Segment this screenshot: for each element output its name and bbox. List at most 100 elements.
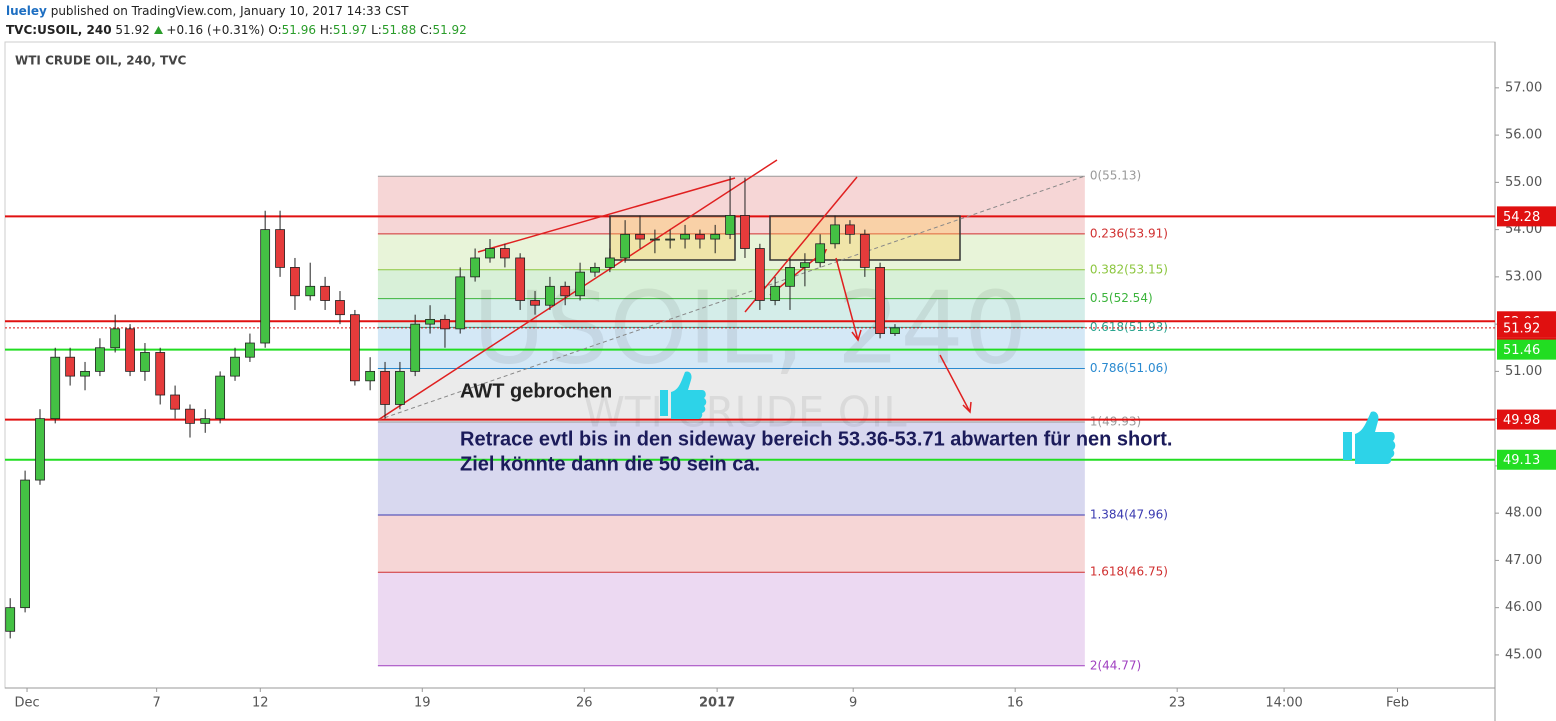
candle-body [440, 318, 450, 330]
fib-band [377, 421, 1085, 516]
price-tag [1497, 206, 1556, 227]
y-tick-label: 47.00 [1505, 553, 1542, 568]
author[interactable]: lueley [6, 4, 47, 18]
x-tick-label: 9 [849, 696, 857, 711]
candle-body [845, 224, 855, 235]
fib-label: 0(55.13) [1090, 169, 1141, 183]
fib-band [377, 269, 1085, 299]
candle-body [815, 243, 826, 264]
watermark: WTI CRUDE OIL [583, 388, 907, 437]
candle-body [875, 267, 885, 334]
up-arrow [153, 26, 163, 34]
published: published on TradingView.com, January 10… [50, 4, 409, 18]
fib-band [377, 327, 1085, 369]
candle-body [185, 408, 195, 424]
candle-body [125, 328, 135, 372]
candle-body [365, 370, 376, 382]
candle-body [380, 370, 390, 405]
symbol: TVC:USOIL, 240 [6, 23, 112, 37]
candle-body [725, 215, 735, 235]
candle-body [260, 229, 271, 344]
candle-body [425, 318, 435, 325]
y-tick-label: 48.00 [1505, 506, 1542, 521]
candle-body [215, 375, 226, 420]
candle-body [560, 285, 571, 297]
y-tick-label: 53.00 [1505, 269, 1542, 284]
fib-band [377, 368, 1085, 422]
candle-body [455, 276, 466, 330]
candle-body [35, 418, 45, 481]
header: lueley published on TradingView.com, Jan… [6, 2, 467, 40]
candle-body [230, 356, 240, 377]
fib-label: 0.618(51.93) [1090, 320, 1168, 334]
x-tick-label: 14:00 [1265, 696, 1302, 711]
x-tick-label: 16 [1007, 696, 1024, 711]
candle-body [754, 248, 765, 301]
ohlc-value: 51.88 [381, 23, 417, 37]
annotation: Retrace evtl bis in den sideway bereich … [460, 428, 1173, 450]
fib-band [377, 515, 1085, 573]
price-tag [1497, 449, 1556, 470]
x-tick-label: 19 [414, 696, 431, 711]
candle-body [65, 356, 76, 377]
ohlc: O:51.96 H:51.97 L:51.88 C:51.92 [268, 23, 466, 37]
candle-body [530, 300, 540, 306]
candle-body [590, 267, 600, 273]
price-tag-label: 51.92 [1503, 321, 1540, 336]
x-tick-label: Feb [1386, 696, 1409, 711]
annotation: Ziel könnte dann die 50 sein ca. [460, 453, 760, 475]
change: +0.16 (+0.31%) [166, 23, 265, 37]
fib-label: 0.5(52.54) [1090, 291, 1153, 305]
price-tag [1497, 409, 1556, 430]
y-tick-label: 45.00 [1505, 647, 1542, 662]
candle-body [859, 233, 870, 268]
under-layer: 0(55.13) 0.236(53.91) 0.382(53.15) 0.5(52.5… [5, 169, 1495, 672]
x-tick-label: 7 [152, 696, 160, 711]
over-layer [5, 176, 900, 639]
fib-trend[interactable] [377, 175, 1086, 421]
x-tick-label: Dec [14, 696, 39, 711]
candle-body [305, 285, 316, 297]
candle-body [50, 356, 61, 420]
candle-body [665, 238, 676, 241]
x-tick-label: 23 [1169, 696, 1186, 711]
candle-body [320, 285, 330, 301]
fib-band [377, 298, 1085, 328]
ohlc-value: 51.97 [332, 23, 368, 37]
fib-label: 1.618(46.75) [1090, 565, 1168, 579]
fib-label: 1(49.93) [1090, 414, 1141, 428]
candle-body [604, 257, 615, 268]
candle-body [635, 233, 645, 240]
fib-band [377, 572, 1085, 666]
ohlc-label: L: [371, 23, 382, 37]
candle-body [275, 229, 285, 268]
price-tag-label: 49.98 [1503, 413, 1540, 428]
candle-body [110, 328, 121, 349]
price-tag-label: 51.46 [1503, 343, 1540, 358]
fib-label: 1.384(47.96) [1090, 508, 1168, 522]
x-tick-label: 12 [252, 696, 269, 711]
candle-body [200, 418, 211, 424]
fib-label: 0.236(53.91) [1090, 226, 1168, 240]
candle-body [770, 285, 781, 301]
price-tag [1497, 339, 1556, 360]
candle-body [20, 479, 30, 609]
candle-body [890, 327, 900, 334]
ohlc-label: O: [268, 23, 282, 37]
fib-label: 0.382(53.15) [1090, 262, 1168, 276]
candle-body [710, 233, 721, 240]
candle-body [245, 342, 255, 358]
last: 51.92 [115, 23, 150, 37]
candle-body [155, 352, 166, 396]
candle-body [485, 248, 495, 259]
y-tick-label: 51.00 [1505, 364, 1542, 379]
x-tick-label: 2017 [699, 696, 735, 711]
ohlc-value: 51.96 [281, 23, 317, 37]
candle-body [740, 215, 750, 249]
ohlc-label: H: [319, 23, 333, 37]
candle-body [470, 257, 481, 278]
publish-line: lueley published on TradingView.com, Jan… [6, 2, 467, 21]
price-tag-label: 54.28 [1503, 210, 1540, 225]
trend-line[interactable] [477, 177, 736, 253]
